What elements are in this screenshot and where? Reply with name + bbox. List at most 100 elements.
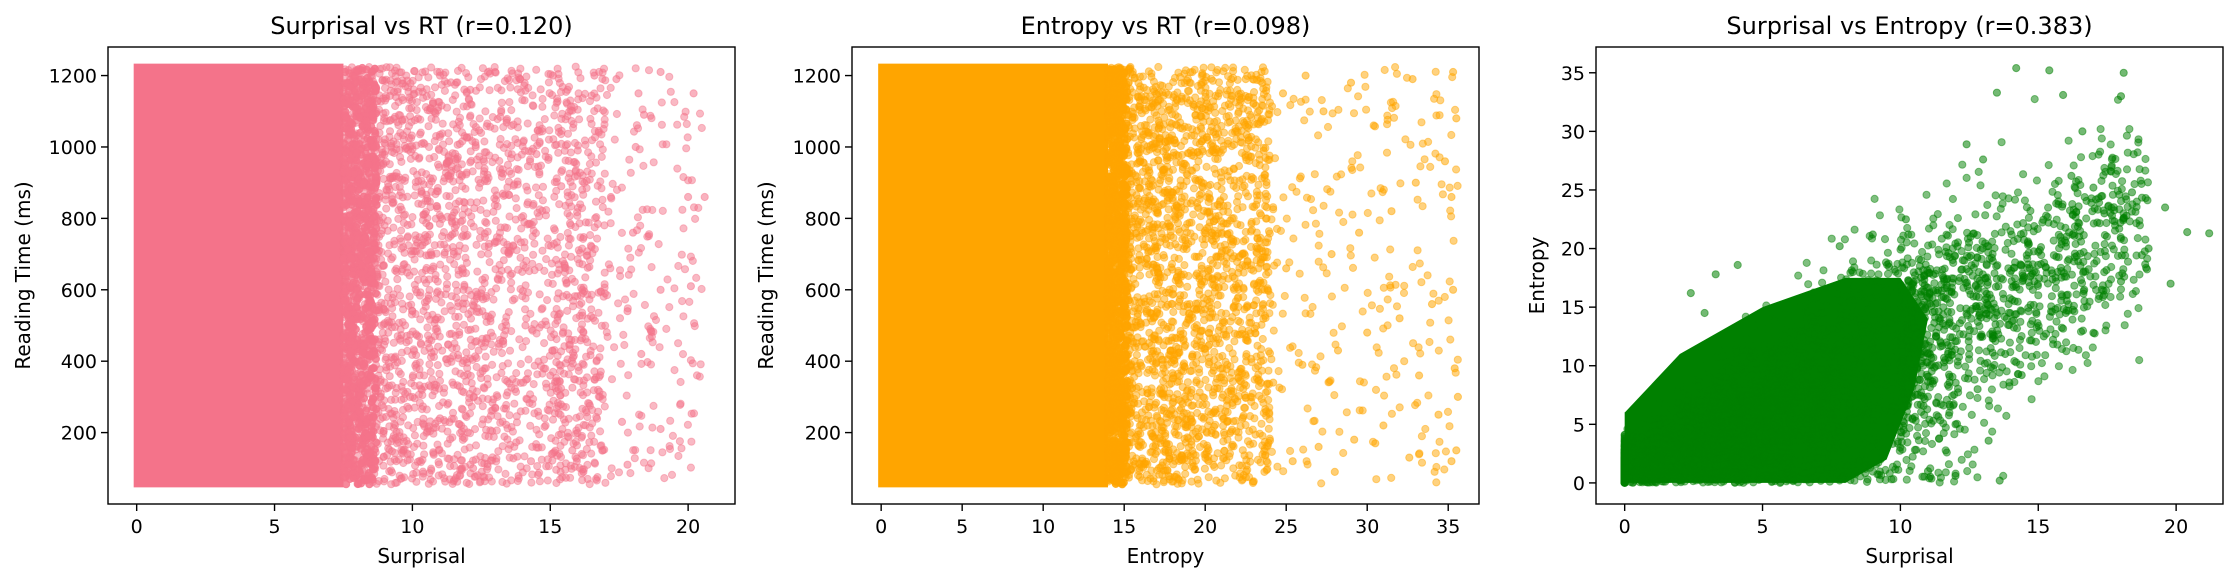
data-point: [535, 468, 544, 477]
data-point: [430, 137, 439, 146]
chart-title: Surprisal vs RT (r=0.120): [270, 12, 573, 40]
data-point: [592, 357, 601, 366]
data-point: [513, 117, 522, 126]
data-point: [369, 152, 378, 161]
data-point: [362, 322, 371, 331]
data-point: [430, 332, 439, 341]
data-point: [419, 93, 428, 103]
data-point: [363, 475, 372, 484]
data-point: [553, 269, 562, 278]
data-point: [480, 157, 489, 166]
data-point: [597, 152, 606, 161]
data-point: [566, 148, 576, 157]
data-point: [552, 174, 561, 183]
data-point: [654, 240, 663, 249]
data-point: [604, 207, 613, 216]
data-point: [450, 260, 459, 269]
data-point: [470, 297, 479, 306]
data-point: [686, 356, 696, 365]
data-point: [594, 407, 603, 416]
data-point: [480, 384, 489, 393]
data-point: [633, 213, 643, 222]
data-point: [510, 442, 519, 451]
data-point: [379, 429, 388, 438]
data-point: [1230, 337, 1239, 346]
data-point: [426, 266, 435, 275]
data-point: [389, 413, 398, 422]
data-point: [422, 296, 431, 305]
data-point: [557, 126, 566, 135]
data-point: [649, 401, 658, 410]
data-point: [367, 398, 376, 407]
data-point: [410, 267, 419, 276]
data-point: [668, 431, 678, 440]
data-point: [626, 168, 635, 177]
data-point: [606, 83, 615, 93]
data-point: [535, 170, 544, 179]
data-point: [415, 371, 424, 380]
data-point: [417, 176, 426, 185]
data-point: [587, 136, 597, 145]
data-point: [465, 113, 475, 122]
data-point: [452, 124, 461, 133]
data-point: [509, 454, 518, 463]
data-point: [678, 205, 687, 214]
data-point: [679, 312, 688, 321]
data-point: [583, 388, 592, 397]
data-point: [498, 336, 507, 345]
data-point: [595, 392, 605, 401]
data-point: [420, 422, 429, 431]
data-point: [505, 242, 514, 251]
data-point: [515, 75, 525, 84]
data-point: [546, 326, 555, 335]
data-point: [523, 220, 532, 229]
data-point: [592, 476, 601, 485]
data-point: [484, 415, 493, 424]
data-point: [530, 361, 539, 370]
data-point: [398, 318, 407, 327]
data-point: [623, 307, 632, 316]
data-point: [662, 324, 671, 333]
data-point: [1196, 327, 1205, 336]
data-point: [506, 285, 515, 294]
data-point: [395, 182, 404, 192]
data-point: [1241, 235, 1250, 244]
data-point: [395, 291, 405, 300]
data-point: [462, 170, 471, 179]
data-point: [1204, 473, 1213, 482]
data-point: [600, 402, 609, 411]
data-point: [436, 260, 445, 269]
data-point: [579, 190, 588, 199]
data-point: [548, 279, 557, 288]
data-point: [478, 64, 487, 73]
dense-point-region: [878, 63, 1108, 488]
data-point: [418, 391, 427, 400]
data-point: [516, 64, 525, 73]
data-point: [534, 191, 543, 200]
data-point: [432, 324, 441, 333]
data-point: [424, 142, 434, 152]
data-point: [568, 383, 577, 392]
data-point: [606, 192, 616, 202]
data-point: [520, 238, 529, 247]
data-point: [684, 192, 693, 202]
data-point: [657, 98, 666, 107]
data-point: [476, 179, 485, 188]
data-point: [466, 147, 475, 156]
data-point: [397, 157, 406, 166]
data-point: [1240, 65, 1249, 75]
data-point: [543, 455, 552, 464]
data-point: [480, 137, 489, 146]
data-point: [478, 420, 487, 429]
data-point: [529, 217, 538, 227]
data-point: [369, 102, 378, 112]
data-point: [655, 343, 664, 352]
data-point: [414, 275, 423, 284]
data-point: [568, 446, 577, 455]
data-point: [499, 143, 508, 152]
data-point: [532, 150, 541, 159]
data-point: [370, 126, 379, 136]
data-point: [579, 467, 588, 476]
data-point: [452, 344, 461, 353]
